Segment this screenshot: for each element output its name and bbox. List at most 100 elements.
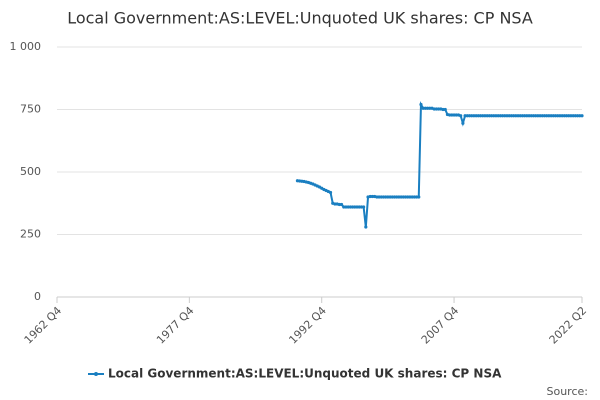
data-point: [564, 114, 569, 118]
data-point: [342, 205, 346, 209]
data-point: [503, 114, 507, 118]
data-point: [489, 114, 494, 118]
data-point: [540, 114, 544, 118]
data-point: [507, 114, 511, 118]
legend-marker: [94, 372, 98, 376]
data-point: [529, 114, 533, 118]
data-point: [534, 114, 538, 118]
data-point: [551, 114, 555, 118]
y-tick-label: 1 000: [10, 40, 42, 53]
data-point: [403, 195, 408, 199]
data-point: [459, 114, 463, 118]
y-tick-label: 500: [20, 165, 41, 178]
data-point: [450, 113, 454, 117]
data-point: [428, 106, 432, 110]
data-point: [362, 205, 366, 209]
data-point: [481, 114, 485, 118]
data-point: [571, 114, 575, 118]
data-point: [483, 114, 487, 118]
data-point: [573, 114, 577, 118]
series-line: [297, 100, 582, 228]
data-point: [562, 114, 566, 118]
data-point: [375, 195, 379, 199]
data-point: [509, 114, 514, 118]
data-point: [536, 114, 540, 118]
y-tick-label: 750: [20, 103, 41, 116]
data-point: [357, 205, 361, 209]
data-point: [531, 114, 536, 118]
data-point: [421, 106, 425, 110]
data-point: [414, 195, 419, 199]
data-point: [412, 195, 416, 199]
data-point: [470, 114, 474, 118]
data-point: [410, 195, 414, 199]
data-point: [381, 195, 386, 199]
chart-title: Local Government:AS:LEVEL:Unquoted UK sh…: [67, 9, 533, 28]
data-point: [580, 114, 584, 118]
data-point: [492, 114, 496, 118]
data-point: [496, 114, 500, 118]
data-point: [525, 114, 529, 118]
data-point: [512, 114, 516, 118]
data-point: [553, 114, 558, 118]
data-point: [419, 102, 423, 107]
data-point: [467, 114, 472, 118]
data-point: [505, 114, 509, 118]
data-point: [527, 114, 531, 118]
data-point: [364, 225, 368, 229]
data-point: [377, 195, 381, 199]
data-point: [545, 114, 549, 118]
data-point: [523, 114, 527, 118]
x-tick-label: 2022 Q2: [547, 304, 590, 347]
data-point: [353, 205, 357, 209]
data-point: [370, 194, 375, 199]
data-point: [498, 114, 502, 118]
data-point: [397, 195, 401, 199]
data-point: [390, 195, 394, 199]
data-point: [454, 113, 458, 117]
x-tick-label: 1962 Q4: [22, 304, 65, 347]
source: Source:: [547, 385, 589, 398]
data-point: [344, 205, 348, 209]
data-point: [406, 195, 410, 199]
data-point: [368, 194, 372, 199]
data-point: [437, 107, 441, 111]
data-point: [350, 205, 355, 209]
data-point: [472, 114, 476, 118]
data-point: [359, 205, 364, 209]
data-point: [516, 114, 520, 118]
data-point: [417, 195, 421, 199]
data-point: [474, 114, 478, 118]
data-point: [485, 114, 489, 118]
data-point: [463, 114, 467, 118]
data-point: [384, 195, 388, 199]
data-point: [348, 205, 352, 209]
data-point: [500, 114, 505, 118]
data-point: [423, 106, 427, 110]
data-point: [443, 107, 447, 112]
data-point: [346, 205, 350, 209]
data-point: [465, 114, 469, 118]
data-point: [386, 195, 390, 199]
data-point: [476, 114, 480, 118]
data-point: [569, 114, 573, 118]
data-point: [328, 190, 333, 195]
x-tick-label: 1992 Q4: [286, 304, 329, 347]
data-point: [337, 202, 341, 207]
data-point: [448, 113, 452, 117]
data-point: [408, 195, 412, 199]
data-point: [549, 114, 553, 118]
data-point: [542, 114, 547, 118]
data-point: [379, 195, 383, 199]
data-point: [333, 202, 337, 206]
data-point: [392, 195, 397, 199]
data-point: [399, 195, 403, 199]
data-point: [560, 114, 564, 118]
data-point: [538, 114, 542, 118]
data-point: [401, 195, 405, 199]
data-point: [478, 114, 483, 118]
data-point: [425, 106, 430, 110]
data-point: [558, 114, 562, 118]
